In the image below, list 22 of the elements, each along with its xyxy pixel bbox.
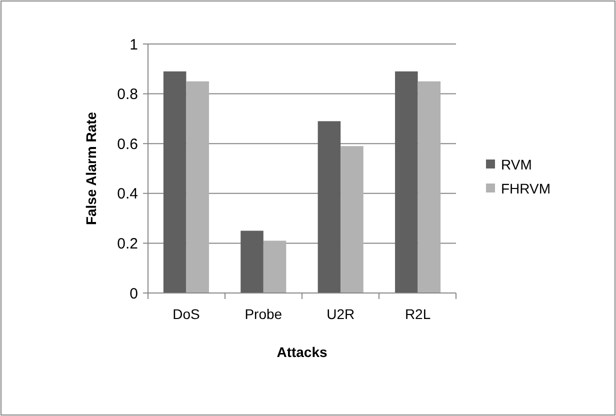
y-tick-label: 0.6 — [117, 136, 138, 153]
y-tick-label: 0.4 — [117, 186, 138, 203]
x-tick-label: U2R — [326, 306, 355, 322]
y-tick-label: 1 — [130, 36, 138, 54]
x-tick-label: DoS — [172, 306, 200, 322]
bar — [340, 146, 364, 293]
x-tick-label: R2L — [404, 306, 431, 322]
bar — [418, 81, 441, 293]
x-tick-label: Probe — [244, 306, 282, 322]
bar — [263, 240, 286, 293]
bar — [395, 71, 418, 293]
bar — [318, 121, 341, 293]
y-axis-title: False Alarm Rate — [83, 112, 99, 226]
legend-label: FHRVM — [501, 180, 551, 196]
y-tick-label: 0 — [130, 285, 138, 302]
x-axis-title: Attacks — [276, 344, 328, 360]
bar — [186, 81, 209, 293]
y-tick-label: 0.8 — [117, 86, 138, 104]
legend-label: RVM — [501, 156, 532, 172]
bar — [163, 71, 186, 293]
y-tick-label: 0.2 — [117, 235, 138, 252]
bar — [240, 230, 264, 293]
